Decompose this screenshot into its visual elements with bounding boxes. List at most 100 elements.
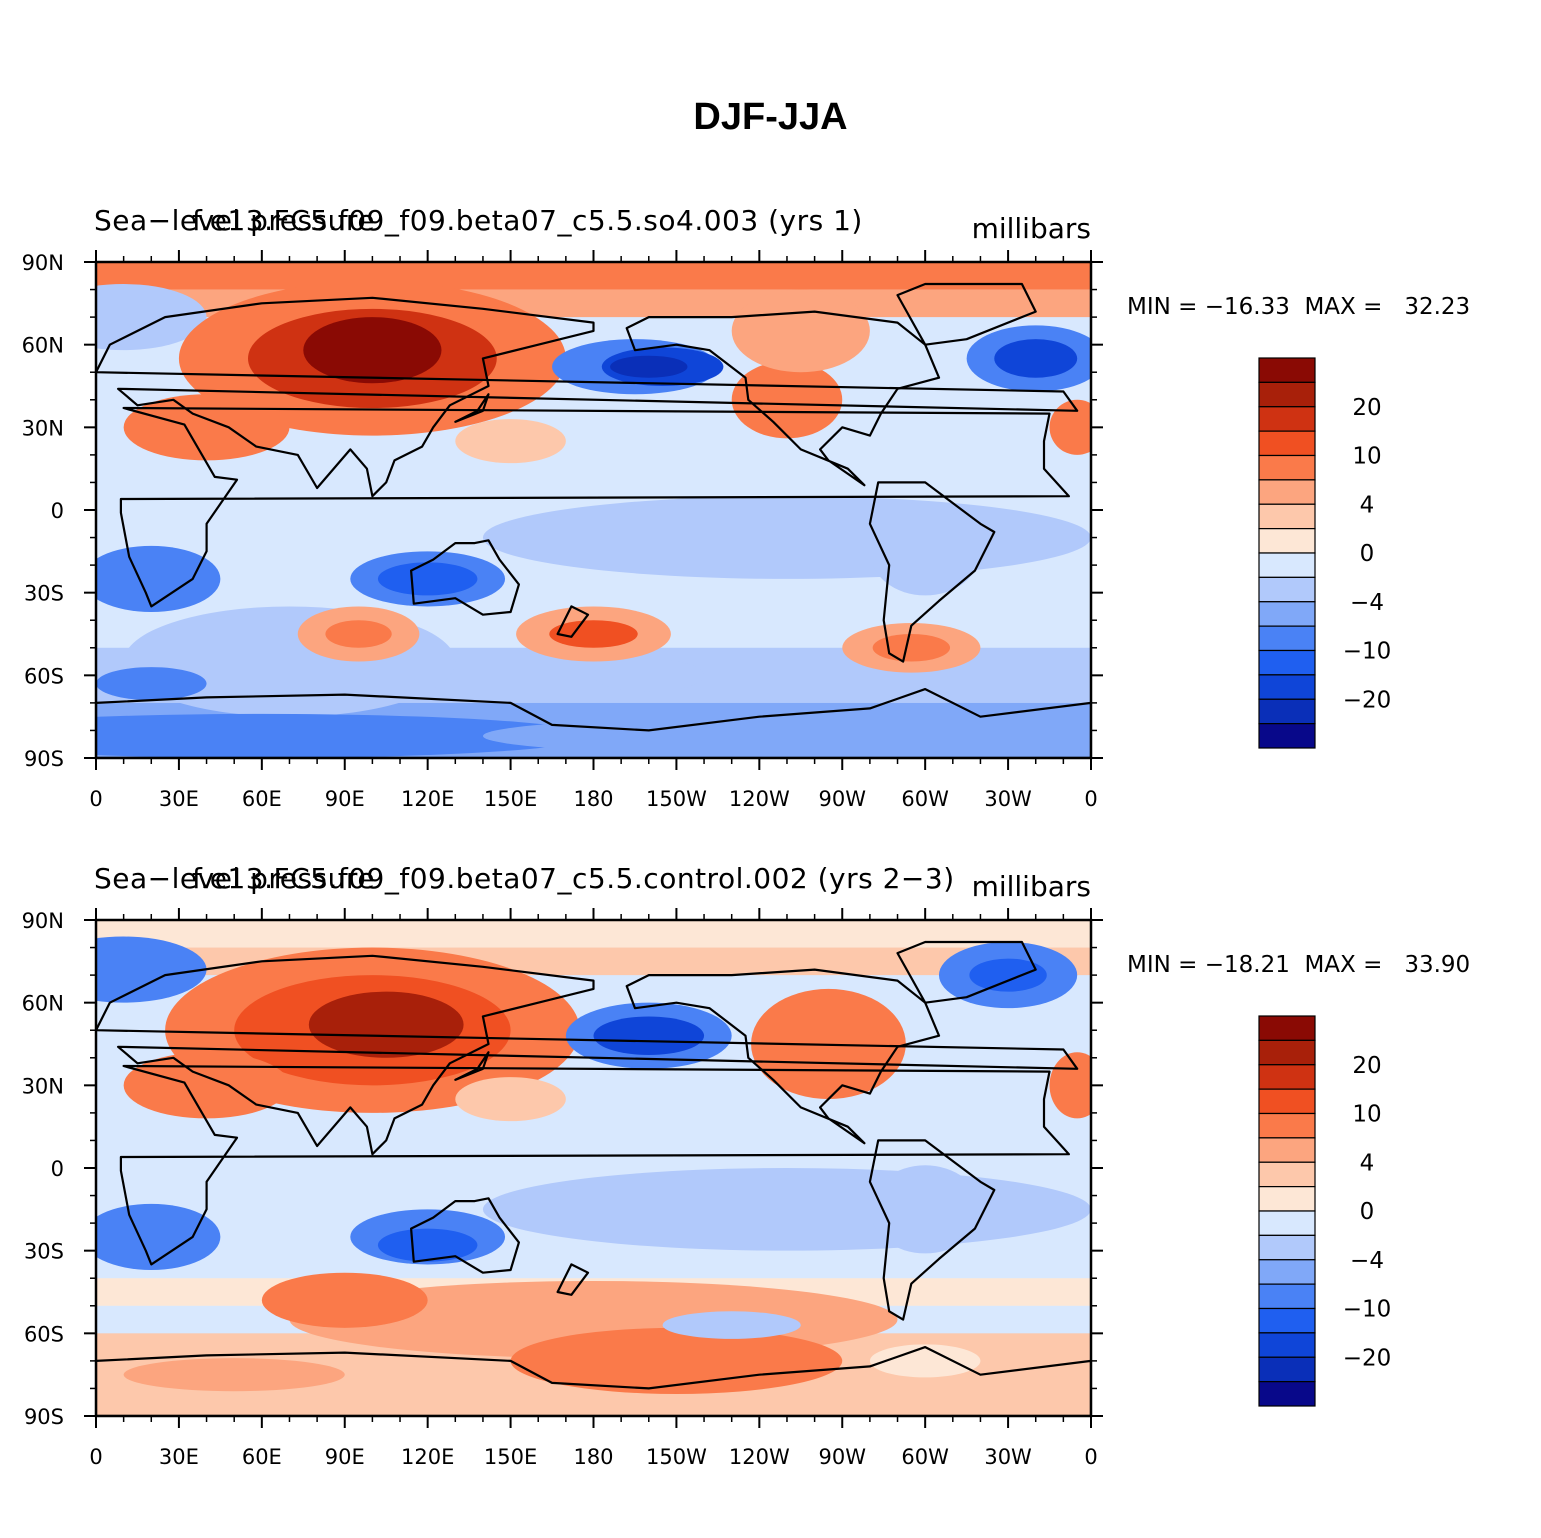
case-title: f.e13.FC5.f09_f09.beta07_c5.5.so4.003 (y… — [192, 204, 863, 237]
contour-region — [303, 317, 442, 384]
x-tick-label: 30E — [159, 1445, 199, 1469]
contour-region — [96, 667, 207, 701]
coastline — [454, 393, 490, 423]
x-tick-label: 150W — [646, 787, 707, 811]
colorbar: 20 10 4 0 −4 −10 −20 — [1258, 1015, 1392, 1407]
contour-region — [308, 991, 464, 1058]
colorbar-swatch — [1258, 1332, 1316, 1358]
y-tick-label: 60S — [24, 664, 64, 688]
contour-region — [593, 658, 705, 692]
y-tick-label: 90N — [22, 909, 64, 933]
contour-region — [482, 496, 1091, 579]
units-label: millibars — [971, 212, 1091, 245]
min-max-stats: MIN = −16.33 MAX = 32.23 — [1127, 294, 1471, 320]
x-tick-label: 120W — [729, 1445, 790, 1469]
coastline — [96, 1346, 1091, 1416]
colorbar-swatch — [1258, 1259, 1316, 1285]
contour-region — [96, 545, 221, 612]
colorbar-swatch — [1258, 1356, 1316, 1383]
x-tick-label: 0 — [89, 1445, 102, 1469]
colorbar-label: −10 — [1343, 1297, 1392, 1323]
min-max-stats: MIN = −18.21 MAX = 33.90 — [1127, 952, 1471, 978]
colorbar-swatch — [1258, 1381, 1316, 1407]
x-tick-label: 90E — [325, 1445, 365, 1469]
x-tick-label: 60W — [901, 1445, 949, 1469]
contour-field — [96, 920, 1091, 1416]
colorbar-swatch — [1258, 1186, 1316, 1212]
colorbar-label: 10 — [1352, 1102, 1381, 1128]
contour-region — [96, 1203, 221, 1270]
colorbar-swatch — [1258, 1283, 1316, 1310]
colorbar-swatch — [1258, 1015, 1316, 1041]
y-tick-label: 30S — [24, 582, 64, 606]
map-panel-top: Sea−level pressure f.e13.FC5.f09_f09.bet… — [0, 200, 1541, 840]
x-tick-label: 120W — [729, 787, 790, 811]
x-tick-label: 90E — [325, 787, 365, 811]
contour-region — [610, 355, 688, 378]
colorbar-swatch — [1258, 503, 1316, 530]
contour-region — [869, 1165, 981, 1254]
y-tick-label: 90S — [24, 1405, 64, 1429]
contour-region — [869, 507, 981, 596]
coastline — [896, 282, 1037, 346]
y-tick-label: 0 — [51, 1157, 64, 1181]
colorbar-label: 20 — [1352, 1053, 1381, 1079]
coastline — [96, 954, 1079, 1156]
colorbar-swatch — [1258, 649, 1316, 676]
x-tick-label: 180 — [573, 1445, 613, 1469]
colorbar-swatch — [1258, 381, 1316, 408]
variable-title: Sea−level pressure — [94, 204, 376, 237]
contour-region — [1049, 399, 1091, 455]
x-tick-label: 60W — [901, 787, 949, 811]
contour-region — [593, 1016, 705, 1056]
colorbar-swatch — [1258, 1039, 1316, 1066]
colorbar-swatch — [1258, 430, 1316, 457]
colorbar-swatch — [1258, 552, 1316, 578]
x-tick-label: 60E — [242, 787, 282, 811]
colorbar-swatch — [1258, 723, 1316, 749]
coastline — [410, 539, 521, 616]
contour-region — [261, 1272, 428, 1328]
coastlines — [96, 940, 1091, 1416]
colorbar-swatch — [1258, 1234, 1316, 1261]
coastline — [868, 1139, 996, 1321]
contour-region — [549, 620, 638, 648]
contour-region — [123, 1052, 290, 1119]
x-tick-label: 0 — [1084, 1445, 1097, 1469]
contour-region — [377, 1228, 478, 1262]
contour-region — [872, 634, 951, 662]
variable-title: Sea−level pressure — [94, 862, 376, 895]
map-panel-bottom: Sea−level pressure f.e13.FC5.f09_f09.bet… — [0, 858, 1541, 1498]
contour-region — [994, 339, 1078, 378]
colorbar-label: −20 — [1343, 1345, 1392, 1371]
x-tick-label: 90W — [819, 1445, 867, 1469]
contour-map: 0 30E 60E 90E 120E 150E 180 150W 120W 90W 60W 30W 0 9… — [22, 250, 1103, 811]
y-tick-label: 30N — [22, 416, 64, 440]
contour-region — [455, 419, 566, 464]
coastline — [556, 1263, 590, 1296]
contour-region — [123, 394, 290, 461]
colorbar-label: −10 — [1343, 639, 1392, 665]
y-tick-label: 30S — [24, 1240, 64, 1264]
x-tick-label: 150E — [484, 787, 537, 811]
x-tick-label: 120E — [401, 787, 454, 811]
contour-region — [455, 1077, 566, 1122]
contour-region — [482, 1168, 1091, 1251]
field-band — [96, 920, 1091, 948]
x-tick-label: 0 — [1084, 787, 1097, 811]
field-band — [96, 262, 1091, 290]
colorbar-label: 0 — [1360, 1199, 1375, 1225]
y-tick-label: 30N — [22, 1074, 64, 1098]
x-tick-label: 30E — [159, 787, 199, 811]
x-tick-label: 30W — [984, 787, 1032, 811]
colorbar-label: 4 — [1360, 492, 1375, 518]
colorbar-swatch — [1258, 1137, 1316, 1163]
contour-region — [662, 1311, 801, 1339]
contour-region — [510, 1327, 843, 1394]
contour-region — [482, 716, 1091, 756]
contour-region — [96, 936, 207, 1003]
x-tick-label: 30W — [984, 1445, 1032, 1469]
colorbar-swatch — [1258, 1210, 1316, 1236]
colorbar-label: 20 — [1352, 395, 1381, 421]
colorbar-swatch — [1258, 528, 1316, 554]
